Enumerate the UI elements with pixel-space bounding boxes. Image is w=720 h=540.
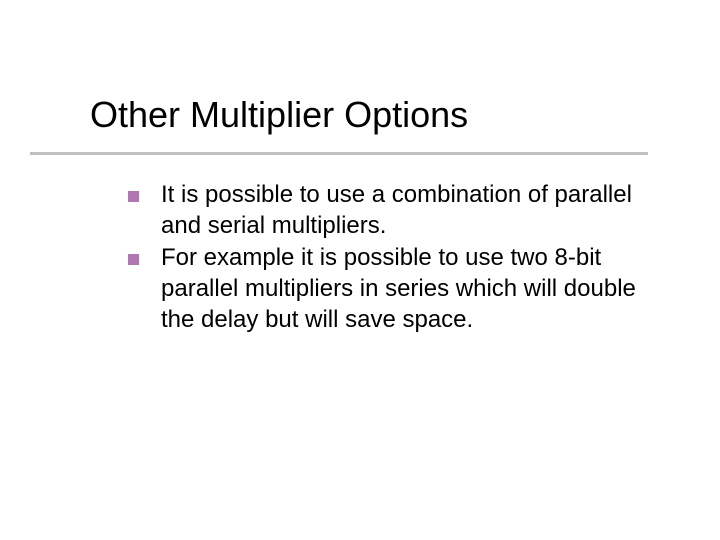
slide-title: Other Multiplier Options xyxy=(90,94,468,142)
bullet-square-icon xyxy=(128,254,139,265)
bullet-text: For example it is possible to use two 8-… xyxy=(161,243,658,335)
title-underline xyxy=(30,152,648,155)
list-item: It is possible to use a combination of p… xyxy=(128,180,658,241)
slide: Other Multiplier Options It is possible … xyxy=(0,0,720,540)
bullet-list: It is possible to use a combination of p… xyxy=(128,180,658,338)
bullet-square-icon xyxy=(128,191,139,202)
bullet-text: It is possible to use a combination of p… xyxy=(161,180,658,241)
list-item: For example it is possible to use two 8-… xyxy=(128,243,658,335)
title-container: Other Multiplier Options xyxy=(90,94,468,142)
